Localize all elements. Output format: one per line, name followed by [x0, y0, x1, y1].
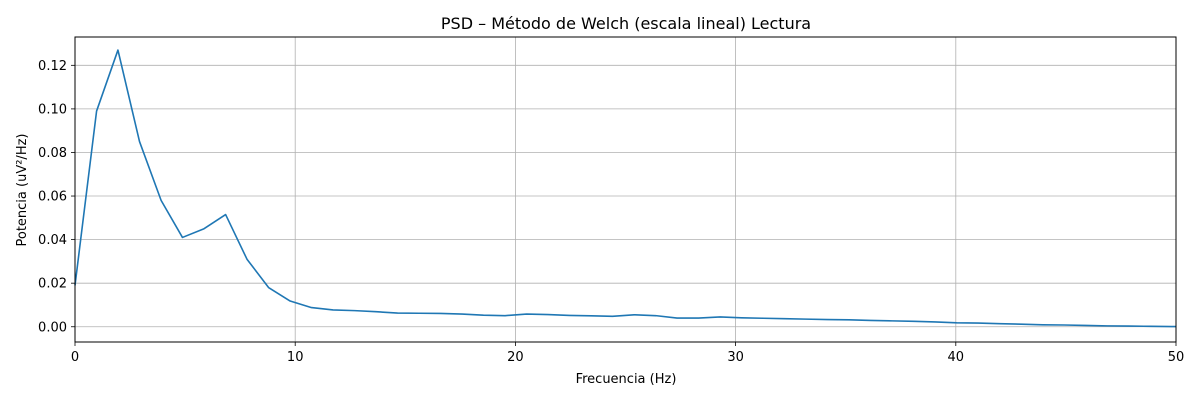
- y-tick-label: 0.12: [38, 59, 67, 74]
- y-tick-label: 0.02: [38, 277, 67, 292]
- y-tick-label: 0.08: [38, 146, 67, 161]
- x-tick-label: 50: [1168, 350, 1185, 365]
- x-tick-label: 30: [727, 350, 744, 365]
- y-tick-label: 0.04: [38, 233, 67, 248]
- grid-lines: [74, 37, 1177, 342]
- psd-series-line: [74, 49, 1176, 328]
- y-tick-label: 0.06: [38, 190, 67, 205]
- x-tick-label: 0: [71, 350, 79, 365]
- x-tick-label: 40: [948, 350, 965, 365]
- series-group: [74, 49, 1176, 328]
- x-axis-label: Frecuencia (Hz): [576, 372, 677, 387]
- y-tick-label: 0.10: [38, 102, 67, 117]
- x-tick-label: 20: [507, 350, 524, 365]
- y-tick-label: 0.00: [38, 320, 67, 335]
- plot-frame: [74, 36, 1177, 343]
- x-axis-ticks: 0 10 20 30 40 50: [71, 342, 1184, 365]
- x-tick-label: 10: [287, 350, 304, 365]
- y-axis-label: Potencia (uV²/Hz): [15, 134, 30, 247]
- y-axis-ticks: 0.00 0.02 0.04 0.06 0.08 0.10 0.12: [38, 59, 75, 335]
- chart-title: PSD – Método de Welch (escala lineal) Le…: [441, 14, 811, 33]
